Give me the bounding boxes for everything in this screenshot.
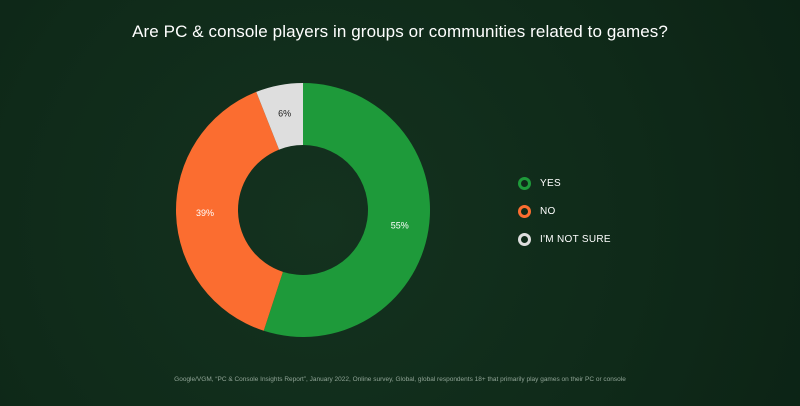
legend-item-yes: YES [518, 176, 611, 190]
data-label-2: 39% [196, 208, 214, 218]
chart-title: Are PC & console players in groups or co… [132, 22, 668, 41]
legend-label-yes: YES [540, 177, 561, 189]
legend-label-not-sure: I'M NOT SURE [540, 233, 611, 245]
slice-i-m-not-sure [256, 83, 303, 150]
legend-item-not-sure: I'M NOT SURE [518, 232, 611, 246]
legend-item-no: NO [518, 204, 611, 218]
chart-legend: YES NO I'M NOT SURE [518, 176, 611, 260]
legend-marker-no [518, 204, 531, 218]
slice-no [176, 91, 283, 331]
data-label-3: 6% [278, 109, 291, 119]
slice-yes [263, 83, 431, 337]
legend-label-no: NO [540, 205, 556, 217]
data-label-1: 55% [391, 220, 409, 230]
source-note: Google/VGM, “PC & Console Insights Repor… [174, 376, 626, 383]
legend-marker-yes [518, 176, 531, 190]
legend-marker-not-sure [518, 232, 531, 246]
